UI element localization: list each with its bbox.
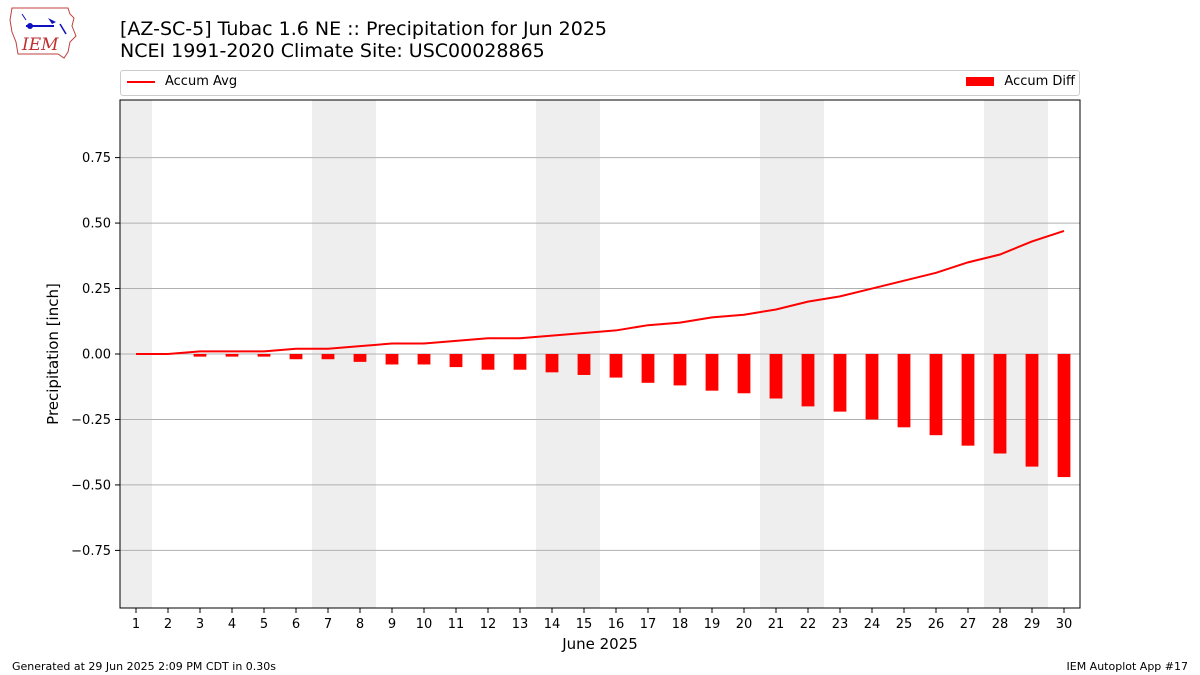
x-tick-label: 2 xyxy=(164,617,172,632)
bar-accum-diff-day-21 xyxy=(769,354,783,399)
accum-diff-bars xyxy=(193,354,1071,478)
iem-logo: IEM xyxy=(8,6,80,60)
x-tick-label: 25 xyxy=(896,617,913,632)
footer-generated: Generated at 29 Jun 2025 2:09 PM CDT in … xyxy=(12,660,277,673)
x-tick-label: 29 xyxy=(1024,617,1041,632)
bar-accum-diff-day-22 xyxy=(801,354,815,407)
x-tick-label: 10 xyxy=(416,617,433,632)
bar-accum-diff-day-30 xyxy=(1057,354,1071,478)
x-tick-label: 30 xyxy=(1056,617,1073,632)
y-tick-label: 0.00 xyxy=(82,348,111,363)
x-tick-label: 19 xyxy=(704,617,721,632)
bar-accum-diff-day-13 xyxy=(513,354,527,370)
y-tick-label: 0.25 xyxy=(82,282,111,297)
bar-accum-diff-day-27 xyxy=(961,354,975,446)
legend-bar-swatch xyxy=(966,77,995,86)
bar-accum-diff-day-8 xyxy=(353,354,367,362)
y-tick-label: −0.75 xyxy=(71,544,111,559)
bar-accum-diff-day-20 xyxy=(737,354,751,394)
x-tick-label: 28 xyxy=(992,617,1009,632)
y-axis-label: Precipitation [inch] xyxy=(44,283,62,425)
y-tick-label: −0.50 xyxy=(71,478,111,493)
chart-subtitle: NCEI 1991-2020 Climate Site: USC00028865 xyxy=(120,40,545,62)
bar-accum-diff-day-12 xyxy=(481,354,495,370)
bar-accum-diff-day-28 xyxy=(993,354,1007,454)
footer-app: IEM Autoplot App #17 xyxy=(1066,660,1189,673)
bar-accum-diff-day-26 xyxy=(929,354,943,436)
x-tick-label: 8 xyxy=(356,617,364,632)
legend-item-accum-avg: Accum Avg xyxy=(127,74,237,89)
x-tick-label: 1 xyxy=(132,617,140,632)
bar-accum-diff-day-17 xyxy=(641,354,655,383)
bar-accum-diff-day-18 xyxy=(673,354,687,386)
bar-accum-diff-day-23 xyxy=(833,354,847,412)
x-tick-label: 15 xyxy=(576,617,593,632)
x-tick-label: 16 xyxy=(608,617,625,632)
x-tick-label: 12 xyxy=(480,617,497,632)
x-tick-label: 20 xyxy=(736,617,753,632)
x-tick-label: 24 xyxy=(864,617,881,632)
legend-label-accum-avg: Accum Avg xyxy=(165,74,238,89)
gridlines xyxy=(120,157,1080,551)
x-tick-label: 26 xyxy=(928,617,945,632)
logo-text: IEM xyxy=(21,35,59,55)
y-tick-label: 0.75 xyxy=(82,151,111,166)
bar-accum-diff-day-6 xyxy=(289,354,303,360)
bar-accum-diff-day-11 xyxy=(449,354,463,368)
accum-avg-line-group xyxy=(136,229,1065,355)
x-tick-label: 22 xyxy=(800,617,817,632)
bar-accum-diff-day-10 xyxy=(417,354,431,365)
x-tick-label: 11 xyxy=(448,617,465,632)
x-tick-label: 27 xyxy=(960,617,977,632)
legend: Accum Avg Accum Diff xyxy=(120,70,1080,96)
bar-accum-diff-day-15 xyxy=(577,354,591,375)
y-axis-ticks: −0.75 −0.50 −0.25 0.00 0.25 0.50 0.75 xyxy=(71,151,120,559)
x-tick-label: 6 xyxy=(292,617,300,632)
x-tick-label: 18 xyxy=(672,617,689,632)
bar-accum-diff-day-14 xyxy=(545,354,559,373)
x-tick-label: 3 xyxy=(196,617,204,632)
x-tick-label: 13 xyxy=(512,617,529,632)
x-axis-label: June 2025 xyxy=(561,635,638,653)
bar-accum-diff-day-24 xyxy=(865,354,879,420)
legend-item-accum-diff: Accum Diff xyxy=(966,74,1075,89)
bar-accum-diff-day-25 xyxy=(897,354,911,428)
x-tick-label: 7 xyxy=(324,617,332,632)
bar-accum-diff-day-3 xyxy=(193,354,207,357)
legend-line-swatch xyxy=(127,80,155,83)
x-tick-label: 17 xyxy=(640,617,657,632)
x-tick-label: 4 xyxy=(228,617,236,632)
bar-accum-diff-day-5 xyxy=(257,354,271,357)
chart-title: [AZ-SC-5] Tubac 1.6 NE :: Precipitation … xyxy=(120,18,608,40)
bar-accum-diff-day-19 xyxy=(705,354,719,391)
y-tick-label: −0.25 xyxy=(71,413,111,428)
legend-label-accum-diff: Accum Diff xyxy=(1004,74,1075,89)
bar-accum-diff-day-16 xyxy=(609,354,623,378)
bar-accum-diff-day-4 xyxy=(225,354,239,357)
x-tick-label: 5 xyxy=(260,617,268,632)
x-tick-label: 23 xyxy=(832,617,849,632)
bar-accum-diff-day-29 xyxy=(1025,354,1039,467)
weekend-shading xyxy=(120,100,1048,608)
accum-avg-line xyxy=(136,229,1065,355)
y-tick-label: 0.50 xyxy=(82,217,111,232)
x-tick-label: 9 xyxy=(388,617,396,632)
x-axis-ticks: 1 2 3 4 5 6 7 8 9 10 11 12 13 14 15 16 17 18 19 20 21 22 23 24 2… xyxy=(132,608,1072,632)
bar-accum-diff-day-9 xyxy=(385,354,399,365)
bar-accum-diff-day-7 xyxy=(321,354,335,360)
x-tick-label: 14 xyxy=(544,617,561,632)
x-tick-label: 21 xyxy=(768,617,785,632)
